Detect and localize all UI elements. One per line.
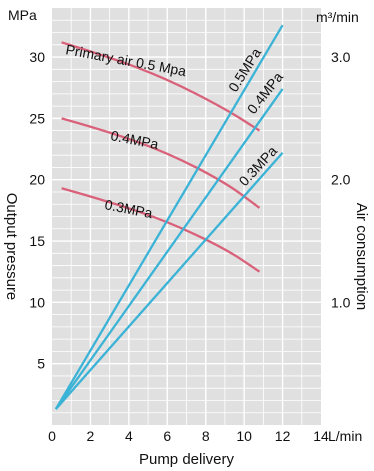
consumption-line-2 <box>54 88 284 410</box>
grid <box>52 8 321 425</box>
y-right-tick-label: 2.0 <box>331 172 351 188</box>
x-tick-label: 8 <box>202 428 210 444</box>
consumption-line-3 <box>54 151 284 410</box>
x-tick-label: 6 <box>163 428 171 444</box>
x-tick-label: 4 <box>125 428 133 444</box>
pressure-curve-2 <box>61 117 261 209</box>
y-left-tick-label: 15 <box>29 233 45 249</box>
y-right-axis-title: Air consumption <box>353 203 370 311</box>
x-tick-label: 2 <box>87 428 95 444</box>
x-tick-label: 10 <box>236 428 252 444</box>
x-tick-label: 0 <box>48 428 56 444</box>
x-tick-label: 12 <box>275 428 291 444</box>
x-axis-title: Pump delivery <box>139 451 235 468</box>
y-left-unit: MPa <box>8 7 37 23</box>
y-left-tick-label: 10 <box>29 294 45 310</box>
consumption-line-1 <box>54 24 284 410</box>
y-left-axis-title: Output pressure <box>3 193 20 301</box>
x-axis-unit: L/min <box>328 428 362 444</box>
pressure-curve-1 <box>61 41 261 132</box>
x-tick-label: 14 <box>313 428 329 444</box>
y-left-tick-label: 25 <box>29 110 45 126</box>
y-right-unit: m³/min <box>316 9 359 25</box>
y-left-tick-label: 20 <box>29 172 45 188</box>
consumption-lines <box>54 24 284 410</box>
y-right-tick-label: 1.0 <box>331 294 351 310</box>
y-right-tick-label: 3.0 <box>331 49 351 65</box>
y-left-tick-label: 5 <box>37 356 45 372</box>
y-left-tick-label: 30 <box>29 49 45 65</box>
